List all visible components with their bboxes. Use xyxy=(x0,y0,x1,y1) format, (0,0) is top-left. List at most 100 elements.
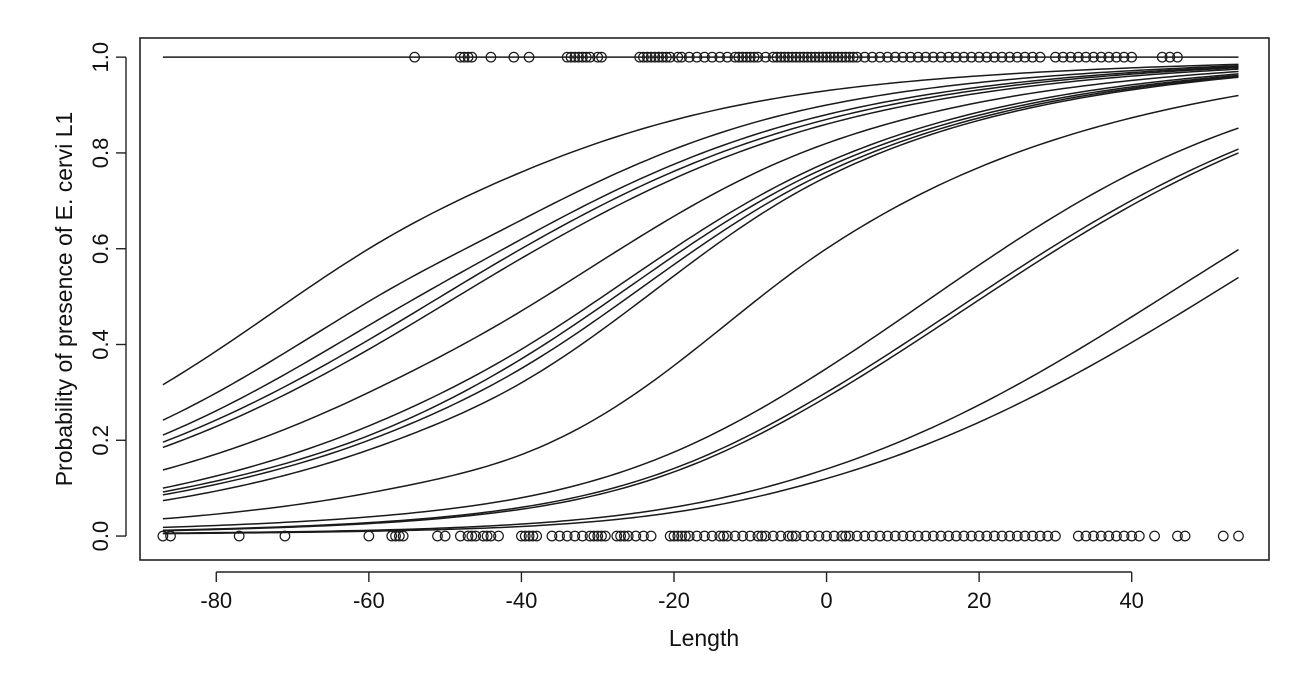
observation-point-present xyxy=(1118,51,1130,63)
observation-point-absent xyxy=(756,530,768,542)
observation-point-absent xyxy=(1042,530,1054,542)
fitted-curve-6 xyxy=(162,68,1239,449)
observation-point-present xyxy=(485,51,497,63)
observation-point-absent xyxy=(683,530,695,542)
observation-point-present xyxy=(1011,51,1023,63)
observation-point-absent xyxy=(912,530,924,542)
observation-point-absent xyxy=(397,530,409,542)
observation-point-present xyxy=(889,51,901,63)
observation-point-present xyxy=(821,51,832,63)
fitted-curve-4 xyxy=(162,65,1239,436)
fitted-curve-5 xyxy=(162,66,1239,443)
observation-point-present xyxy=(1095,51,1107,63)
observation-point-absent xyxy=(676,530,688,542)
observation-point-absent xyxy=(889,530,901,542)
observation-point-present xyxy=(1111,51,1122,63)
observation-point-absent xyxy=(279,530,291,542)
observation-point-absent xyxy=(466,530,478,542)
observation-point-present xyxy=(847,51,859,63)
observation-point-present xyxy=(458,51,470,63)
observation-point-present xyxy=(912,51,924,63)
fitted-curve-13 xyxy=(162,127,1239,529)
observation-point-absent xyxy=(996,530,1008,542)
observation-point-absent xyxy=(1103,530,1115,542)
x-tick-label: -20 xyxy=(658,588,690,613)
observation-point-present xyxy=(840,51,852,63)
plot-frame xyxy=(139,37,1270,561)
observation-point-present xyxy=(798,51,810,63)
observation-point-absent xyxy=(844,530,855,542)
fitted-curve-3 xyxy=(162,65,1239,421)
observation-point-absent xyxy=(493,530,504,542)
observation-point-present xyxy=(1172,51,1183,63)
observation-point-present xyxy=(691,51,703,63)
observation-point-absent xyxy=(386,530,398,542)
observation-point-present xyxy=(721,51,733,63)
observation-point-absent xyxy=(481,530,493,542)
observation-point-absent xyxy=(1233,530,1244,542)
observation-point-absent xyxy=(615,530,626,542)
observation-point-absent xyxy=(588,530,600,542)
observation-point-absent xyxy=(1050,530,1061,542)
observation-point-absent xyxy=(485,530,497,542)
fitted-curve-16 xyxy=(162,249,1239,534)
observation-point-absent xyxy=(966,530,977,542)
observation-point-absent xyxy=(611,530,623,542)
observation-point-absent xyxy=(599,530,611,542)
observation-point-absent xyxy=(569,530,581,542)
observation-point-absent xyxy=(927,530,939,542)
observation-point-present xyxy=(813,51,825,63)
observation-point-present xyxy=(783,51,794,63)
observation-point-present xyxy=(771,51,783,63)
observation-point-present xyxy=(790,51,802,63)
fitted-curve-9 xyxy=(162,74,1239,493)
observation-point-present xyxy=(409,51,421,63)
x-axis: -80 -60 -40 -20 0 20 40 xyxy=(200,571,1144,613)
observation-point-present xyxy=(508,51,520,63)
observation-point-present xyxy=(645,51,657,63)
observation-point-present xyxy=(1027,51,1038,63)
observation-point-present xyxy=(1050,51,1061,63)
observation-point-present xyxy=(638,51,649,63)
observation-point-absent xyxy=(958,530,970,542)
observation-point-present xyxy=(828,51,840,63)
observation-point-absent xyxy=(718,530,729,542)
observation-point-present xyxy=(741,51,752,63)
observation-point-absent xyxy=(1111,530,1122,542)
observation-point-absent xyxy=(691,530,703,542)
observation-point-absent xyxy=(470,530,482,542)
observation-point-absent xyxy=(920,530,932,542)
observation-point-absent xyxy=(1217,530,1229,542)
observation-point-absent xyxy=(1126,530,1138,542)
observation-point-present xyxy=(866,51,878,63)
observation-point-present xyxy=(672,51,684,63)
fitted-curve-11 xyxy=(162,76,1239,502)
observation-point-absent xyxy=(516,530,527,542)
observation-point-present xyxy=(744,51,756,63)
observation-point-absent xyxy=(783,530,794,542)
observation-point-present xyxy=(561,51,573,63)
observation-point-present xyxy=(824,51,836,63)
observation-point-absent xyxy=(630,530,642,542)
observation-point-absent xyxy=(1133,530,1145,542)
observation-point-absent xyxy=(1072,530,1084,542)
observation-point-absent xyxy=(786,530,798,542)
observation-point-absent xyxy=(561,530,573,542)
fitted-curve-12 xyxy=(162,94,1239,520)
observation-point-absent xyxy=(390,530,401,542)
observation-point-present xyxy=(577,51,588,63)
observation-point-present xyxy=(565,51,577,63)
fitted-curve-10 xyxy=(162,75,1239,496)
observation-point-present xyxy=(996,51,1008,63)
observation-point-present xyxy=(958,51,970,63)
observation-point-absent xyxy=(233,530,245,542)
observation-point-present xyxy=(920,51,932,63)
observation-point-absent xyxy=(836,530,848,542)
observation-point-present xyxy=(683,51,695,63)
observation-point-present xyxy=(1034,51,1046,63)
x-tick-label: -40 xyxy=(506,588,538,613)
observation-point-absent xyxy=(165,530,176,542)
observation-point-absent xyxy=(767,530,779,542)
observation-point-present xyxy=(950,51,962,63)
observation-point-absent xyxy=(645,530,657,542)
